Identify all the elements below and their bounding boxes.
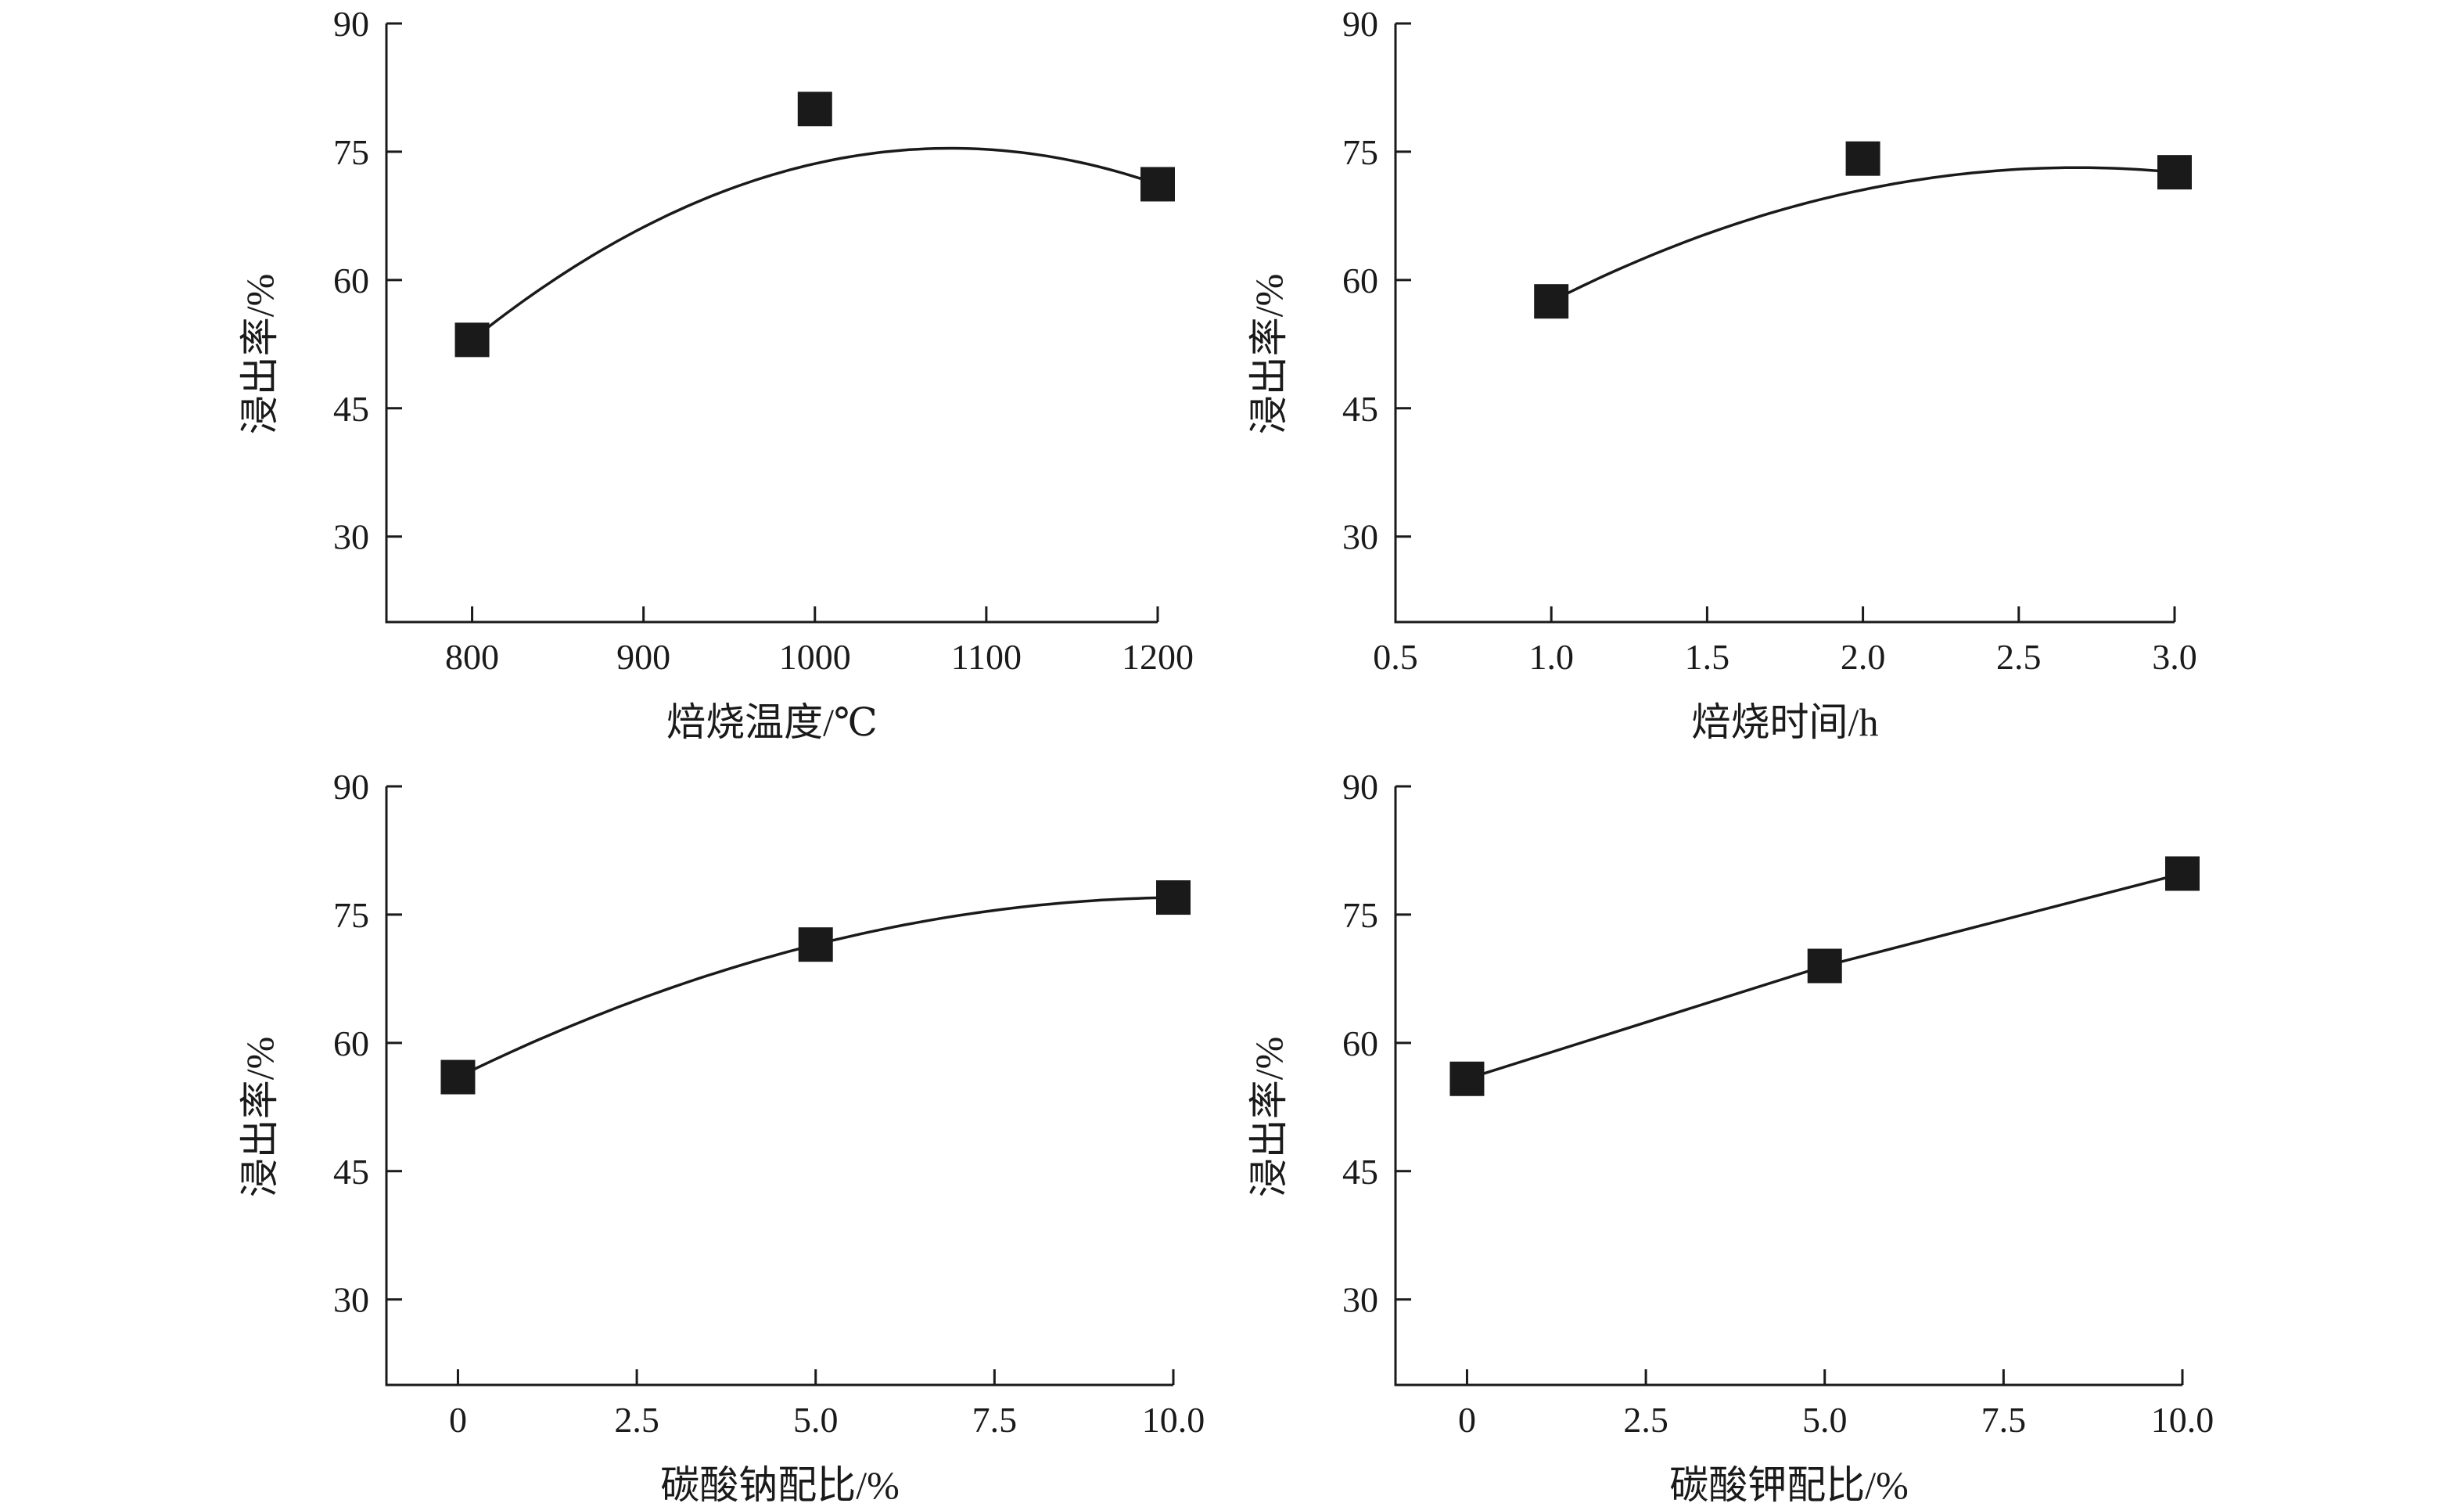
y-tick-label: 45: [333, 389, 369, 429]
x-tick-label: 2.5: [1996, 637, 2042, 677]
axis-lines: [1394, 23, 2175, 624]
y-tick-label: 75: [1342, 895, 1378, 935]
y-tick-label: 90: [1342, 4, 1378, 44]
y-tick-label: 60: [1342, 1023, 1378, 1063]
y-tick-label: 30: [1342, 1280, 1378, 1320]
x-tick-label: 1100: [951, 637, 1022, 677]
x-tick-label: 1.5: [1685, 637, 1730, 677]
x-tick-label: 1000: [779, 637, 851, 677]
data-point: [2165, 856, 2200, 891]
y-tick-label: 45: [1342, 389, 1378, 429]
data-point: [1140, 167, 1175, 202]
y-tick-label: 75: [333, 895, 369, 935]
axis-lines: [1394, 786, 2182, 1387]
data-point: [440, 1059, 476, 1095]
x-tick-label: 0.5: [1373, 637, 1418, 677]
y-tick-label: 45: [333, 1152, 369, 1192]
x-tick-label: 2.5: [614, 1400, 659, 1440]
chart-panel-4: 30 45 60 75 90 0 2.5 5.0 7.5 10.0 碳酸钾配比/% 浸出率/%: [1247, 767, 2214, 1507]
y-axis-label: 浸出率/%: [1247, 1037, 1291, 1198]
x-axis-label: 焙烧时间/h: [1692, 700, 1879, 744]
data-point: [454, 322, 490, 358]
y-axis-label: 浸出率/%: [1247, 274, 1291, 435]
y-tick-label: 75: [1342, 132, 1378, 172]
y-tick-label: 90: [333, 767, 369, 807]
x-tick-label: 5.0: [793, 1400, 839, 1440]
y-tick-label: 75: [333, 132, 369, 172]
chart-panel-2: 30 45 60 75 90 0.5 1.0 1.5 2.0 2.5 3.0 焙烧时间/h 浸出率/%: [1247, 4, 2197, 744]
axis-lines: [385, 786, 1173, 1387]
x-tick-label: 900: [616, 637, 670, 677]
x-tick-label: 3.0: [2152, 637, 2197, 677]
y-tick-label: 60: [333, 1023, 369, 1063]
x-tick-label: 1200: [1122, 637, 1194, 677]
x-tick-label: 1.0: [1528, 637, 1574, 677]
x-tick-label: 0: [1458, 1400, 1476, 1440]
x-tick-label: 10.0: [2151, 1400, 2214, 1440]
x-tick-label: 0: [449, 1400, 467, 1440]
y-tick-label: 30: [1342, 517, 1378, 557]
axis-lines: [385, 23, 1158, 624]
x-tick-label: 2.0: [1841, 637, 1886, 677]
data-point: [1534, 284, 1569, 319]
data-point: [1449, 1061, 1485, 1096]
fit-curve: [1550, 166, 2175, 303]
y-tick-label: 90: [333, 4, 369, 44]
chart-panel-1: 30 45 60 75 90 800 900 1000 1100 1200 焙烧温度/℃ 浸出率/%: [238, 4, 1194, 744]
y-tick-label: 90: [1342, 767, 1378, 807]
y-tick-label: 30: [333, 517, 369, 557]
x-tick-label: 7.5: [1981, 1400, 2027, 1440]
y-axis-label: 浸出率/%: [238, 274, 282, 435]
x-axis-label: 碳酸钠配比/%: [660, 1463, 900, 1507]
x-tick-label: 7.5: [972, 1400, 1018, 1440]
y-axis-label: 浸出率/%: [238, 1037, 282, 1198]
chart-panel-3: 30 45 60 75 90 0 2.5 5.0 7.5 10.0 碳酸钠配比/% 浸出率/%: [238, 767, 1205, 1507]
data-point: [1807, 948, 1842, 984]
fit-curve: [471, 146, 1158, 341]
data-point: [1845, 141, 1880, 176]
x-tick-label: 5.0: [1802, 1400, 1848, 1440]
data-point: [797, 92, 832, 127]
x-axis-label: 焙烧温度/℃: [666, 700, 878, 744]
x-tick-label: 2.5: [1623, 1400, 1668, 1440]
x-tick-label: 10.0: [1142, 1400, 1205, 1440]
fit-curve: [457, 896, 1174, 1079]
y-tick-label: 60: [1342, 261, 1378, 300]
x-tick-label: 800: [445, 637, 499, 677]
x-axis-label: 碳酸钾配比/%: [1669, 1463, 1909, 1507]
data-point: [798, 927, 833, 962]
y-tick-label: 45: [1342, 1152, 1378, 1192]
data-point: [1156, 880, 1191, 915]
y-tick-label: 60: [333, 261, 369, 300]
y-tick-label: 30: [333, 1280, 369, 1320]
data-point: [2157, 155, 2192, 190]
